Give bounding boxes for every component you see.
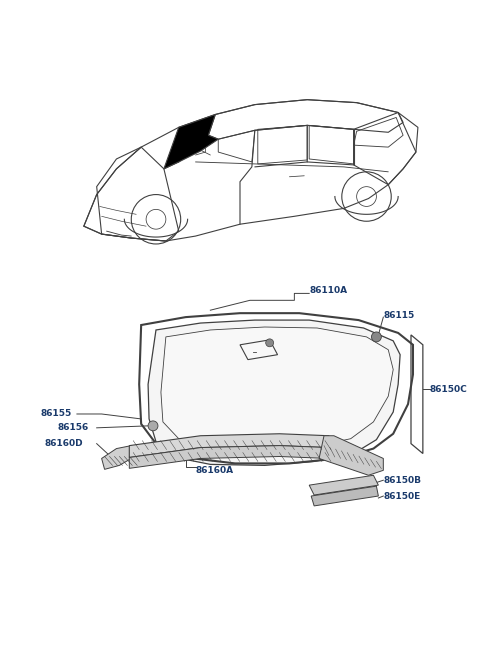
Polygon shape	[102, 445, 131, 470]
Text: 86110A: 86110A	[309, 286, 348, 295]
Polygon shape	[148, 320, 400, 466]
Text: 86150C: 86150C	[430, 384, 468, 394]
Polygon shape	[129, 434, 329, 457]
Text: 86115: 86115	[384, 310, 415, 320]
Circle shape	[372, 332, 381, 342]
Polygon shape	[161, 327, 393, 451]
Circle shape	[266, 339, 274, 346]
Polygon shape	[319, 436, 384, 476]
Circle shape	[148, 421, 158, 431]
Text: 86156: 86156	[57, 423, 88, 432]
Polygon shape	[129, 445, 329, 468]
Text: 86160D: 86160D	[44, 439, 83, 448]
Polygon shape	[309, 476, 378, 495]
Text: 86160A: 86160A	[195, 466, 234, 475]
Polygon shape	[164, 115, 218, 169]
Text: 86155: 86155	[40, 409, 72, 419]
Polygon shape	[311, 486, 378, 506]
Text: 86150B: 86150B	[384, 476, 421, 485]
Text: 86150E: 86150E	[384, 491, 420, 500]
